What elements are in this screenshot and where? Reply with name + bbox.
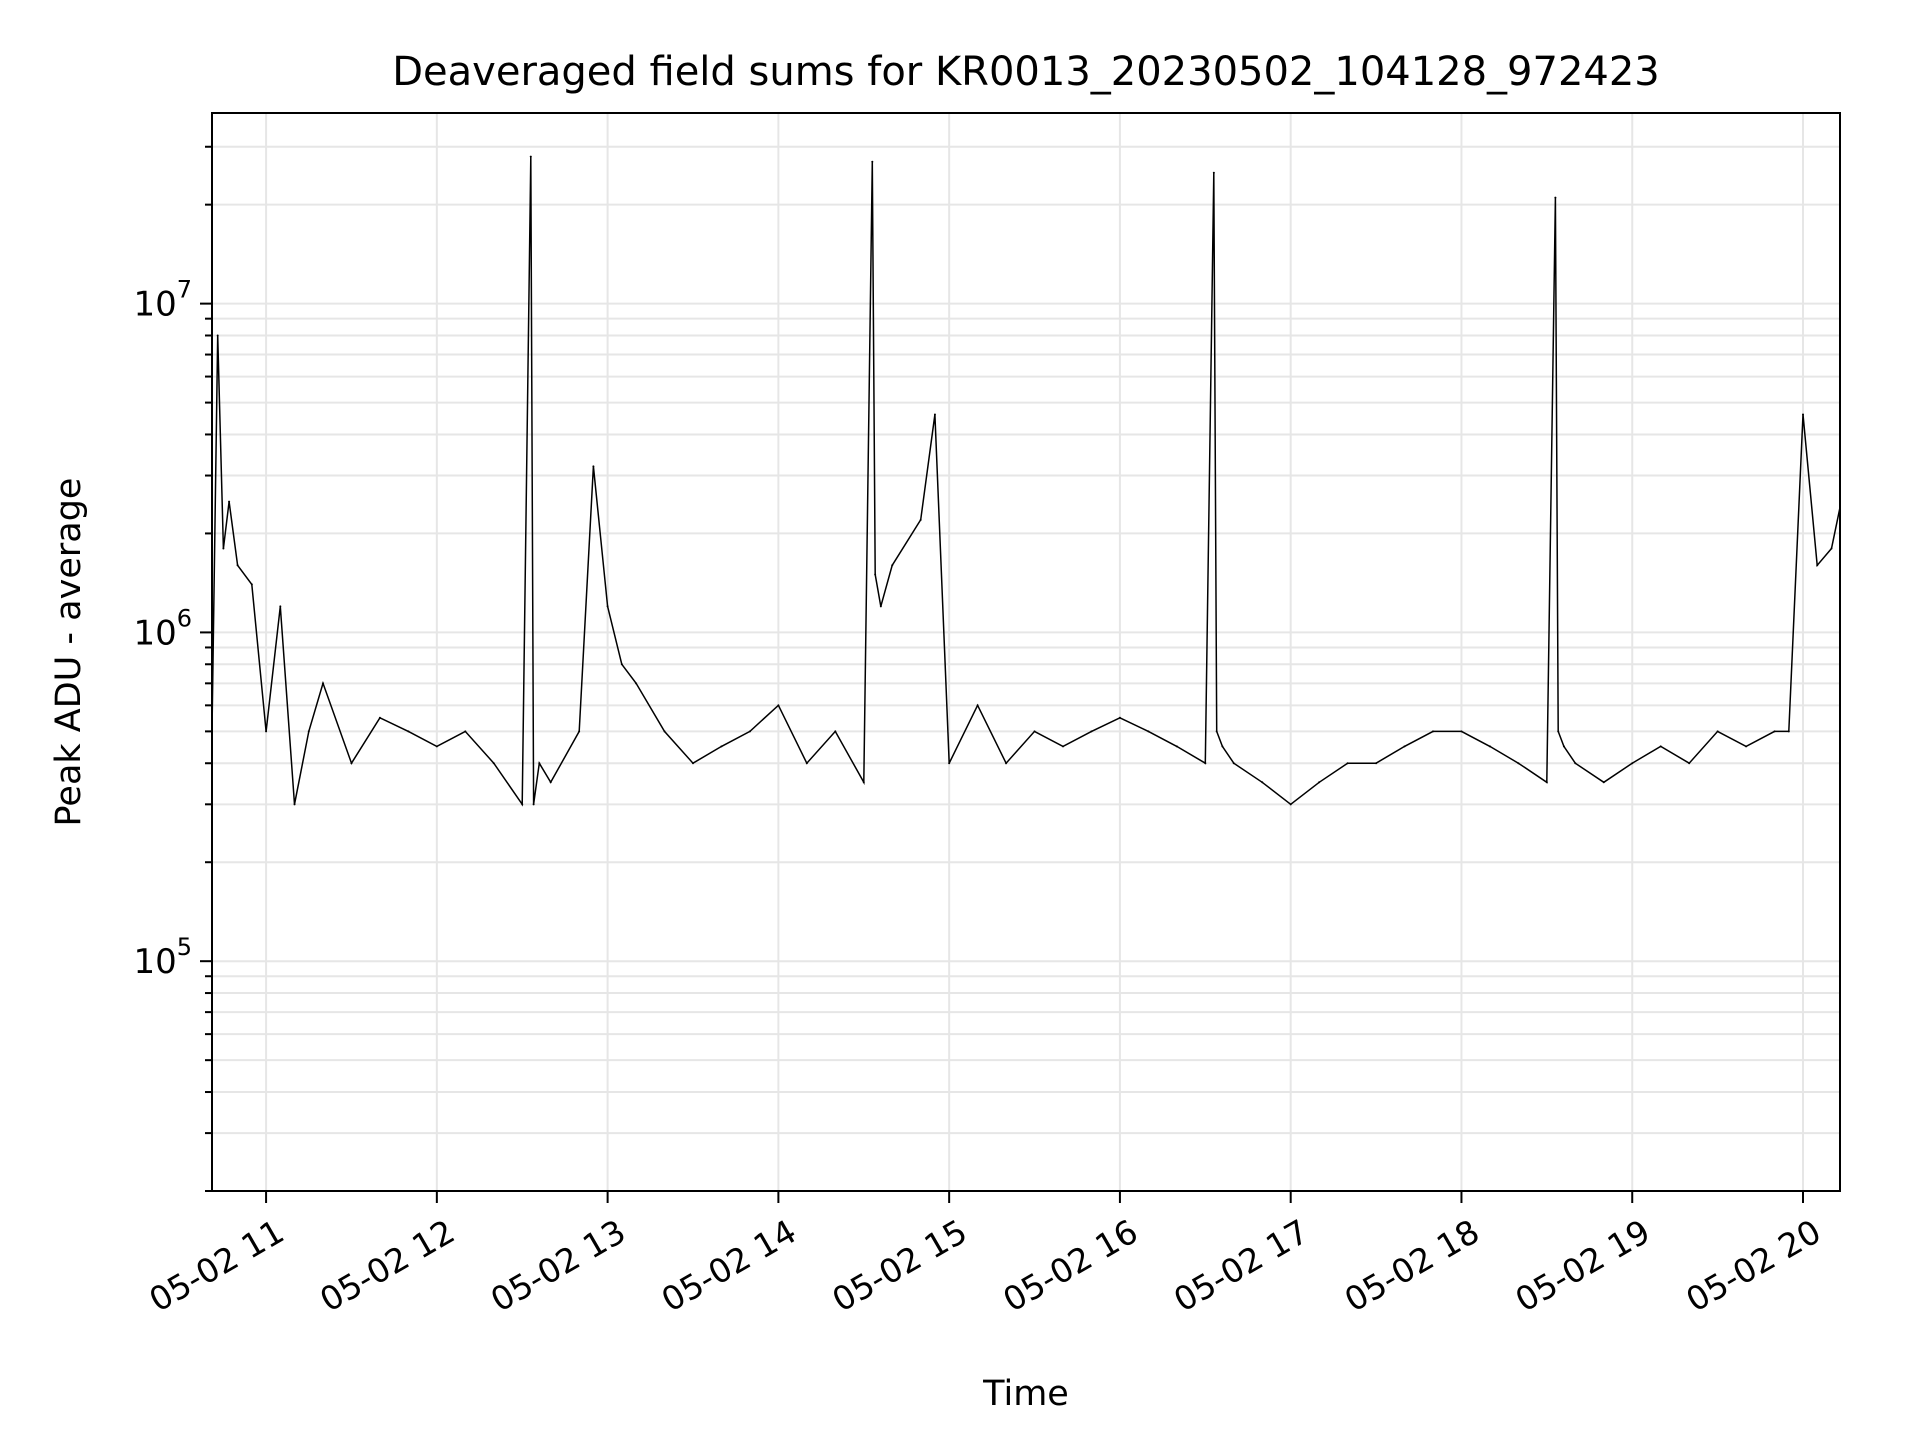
data-point xyxy=(879,605,882,608)
data-point xyxy=(492,762,495,765)
data-point xyxy=(1212,171,1215,174)
data-point xyxy=(1318,781,1321,784)
data-point xyxy=(635,682,638,685)
data-point xyxy=(1574,762,1577,765)
data-point xyxy=(322,682,324,685)
data-point xyxy=(1204,762,1207,765)
data-point xyxy=(919,518,922,521)
x-axis-label: Time xyxy=(982,1374,1069,1414)
y-tick-base: 10 xyxy=(133,613,176,653)
data-point xyxy=(216,334,219,337)
data-point xyxy=(521,803,524,806)
data-point xyxy=(378,716,381,719)
data-point xyxy=(1118,716,1121,719)
data-point xyxy=(293,803,296,806)
data-point xyxy=(407,730,410,733)
y-tick-exponent: 5 xyxy=(177,933,192,961)
y-tick-exponent: 6 xyxy=(177,604,192,632)
data-point xyxy=(748,730,751,733)
data-point xyxy=(620,663,623,666)
data-point xyxy=(529,155,532,158)
y-tick-base: 10 xyxy=(133,285,176,325)
data-point xyxy=(1830,547,1833,550)
data-point xyxy=(1261,781,1264,784)
data-point xyxy=(538,762,541,765)
data-point xyxy=(1773,730,1776,733)
data-point xyxy=(1562,745,1565,748)
data-point xyxy=(1289,803,1292,806)
data-point xyxy=(1062,745,1064,748)
data-point xyxy=(606,605,609,608)
data-point xyxy=(1147,730,1150,733)
data-point xyxy=(891,564,894,567)
y-tick-label: 106 xyxy=(133,604,192,653)
data-point xyxy=(1631,762,1634,765)
data-point xyxy=(1090,730,1093,733)
data-point xyxy=(1745,745,1748,748)
data-point xyxy=(976,704,979,707)
data-point xyxy=(720,745,723,748)
data-point xyxy=(578,730,581,733)
data-point xyxy=(1346,762,1349,765)
data-point xyxy=(222,547,225,550)
y-tick-label: 107 xyxy=(133,276,192,325)
data-point xyxy=(1175,745,1178,748)
data-point xyxy=(663,730,666,733)
data-point xyxy=(1557,730,1560,733)
y-tick-base: 10 xyxy=(133,942,176,982)
data-point xyxy=(1688,762,1691,765)
data-point xyxy=(862,781,865,784)
data-point xyxy=(692,762,694,765)
data-point xyxy=(236,564,239,567)
data-point xyxy=(871,160,874,163)
data-point xyxy=(350,762,353,765)
data-point xyxy=(549,781,552,784)
data-point xyxy=(1232,762,1235,765)
y-tick-label: 105 xyxy=(133,933,192,982)
y-tick-exponent: 7 xyxy=(177,276,192,304)
data-point xyxy=(1659,745,1662,748)
data-point xyxy=(1460,730,1463,733)
data-point xyxy=(874,573,877,576)
data-point xyxy=(265,730,268,733)
data-point xyxy=(1602,781,1605,784)
data-point xyxy=(464,730,467,733)
data-point xyxy=(250,583,253,586)
data-point xyxy=(1787,730,1790,733)
data-point xyxy=(777,704,780,707)
data-point xyxy=(1432,730,1434,733)
data-point xyxy=(435,745,438,748)
data-point xyxy=(592,465,595,468)
series-line xyxy=(211,156,1841,807)
data-point xyxy=(1403,745,1406,748)
data-point xyxy=(1375,762,1378,765)
data-point xyxy=(1005,762,1008,765)
data-point xyxy=(948,762,951,765)
data-point xyxy=(279,605,282,608)
data-point xyxy=(1716,730,1719,733)
chart-title: Deaveraged field sums for KR0013_2023050… xyxy=(392,49,1660,95)
data-point xyxy=(532,803,535,806)
data-point xyxy=(1816,564,1819,567)
y-axis-label: Peak ADU - average xyxy=(49,478,89,827)
data-point xyxy=(1554,196,1557,199)
data-point xyxy=(933,413,936,416)
data-point xyxy=(1488,745,1491,748)
line-layer xyxy=(211,155,1841,807)
data-point xyxy=(1802,413,1804,416)
data-point xyxy=(1215,730,1218,733)
data-point xyxy=(307,730,310,733)
data-point xyxy=(1545,781,1548,784)
data-point xyxy=(1517,762,1520,765)
plot-frame xyxy=(211,112,1841,1192)
data-point xyxy=(1033,730,1036,733)
data-point xyxy=(1221,745,1224,748)
data-point xyxy=(834,730,837,733)
data-point xyxy=(805,762,808,765)
data-point xyxy=(228,500,231,503)
